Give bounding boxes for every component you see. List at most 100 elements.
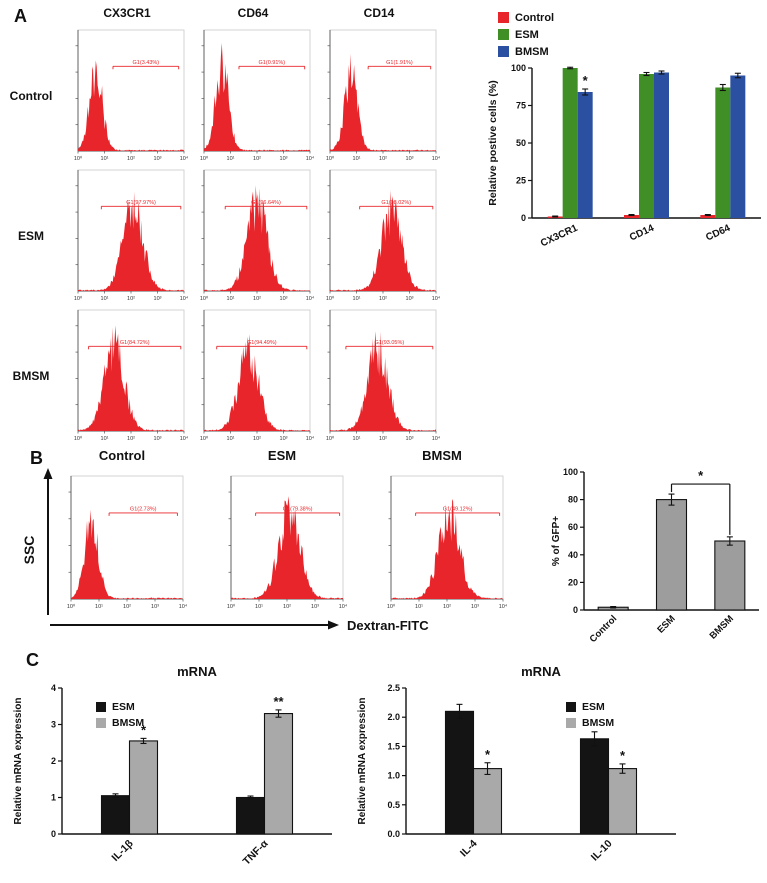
y-tick-label: 60 (568, 522, 578, 532)
gate-label: G1(98.02%) (381, 200, 411, 206)
legend-label: BMSM (112, 717, 144, 729)
x-tick-label: 10⁰ (74, 155, 83, 162)
significance-star: * (141, 722, 147, 737)
x-tick-label: 10³ (406, 156, 414, 162)
bar (128, 740, 159, 835)
flow-row-label: ESM (17, 229, 45, 243)
x-tick-label: 10² (123, 604, 131, 610)
x-tick-label: 10⁴ (180, 155, 189, 162)
flow-column-header: CD14 (363, 6, 395, 20)
x-tick-label: 10⁰ (326, 435, 335, 442)
panel-b-axes: SSC Dextran-FITC (21, 468, 429, 633)
flow-histogram (231, 496, 343, 599)
x-tick-label: 10³ (280, 296, 288, 302)
legend-swatch (566, 718, 576, 728)
y-tick-label: 1.5 (387, 741, 400, 751)
flow-plot: 10⁰ 10¹ 10² 10³ 10⁴ G1(98.02%) (326, 169, 441, 302)
x-tick-label: 10³ (154, 296, 162, 302)
gate-label: G1(94.49%) (247, 340, 277, 346)
panel-a-flow-grid: CX3CR1 CD64 CD14 Control 10⁰ 10¹ 10² 10³ 10⁴ G1(3… (0, 0, 480, 452)
y-tick-label: 4 (51, 683, 56, 693)
legend-label: BMSM (515, 46, 549, 58)
x-tick-label: 10¹ (101, 436, 109, 442)
x-category-label: ESM (655, 613, 677, 635)
flow-row-label: Control (9, 89, 53, 103)
x-tick-label: 10⁴ (432, 435, 441, 442)
significance-star: * (485, 747, 491, 762)
chart-title: mRNA (521, 664, 561, 679)
bar (655, 499, 688, 611)
flow-histogram (204, 185, 310, 291)
significance-star: * (620, 748, 626, 763)
y-tick-label: 100 (511, 63, 526, 73)
legend-swatch (96, 718, 106, 728)
legend-swatch (498, 46, 509, 57)
x-tick-label: 10² (253, 296, 261, 302)
flow-plot: 10⁰ 10¹ 10² 10³ 10⁴ G1(96.64%) (200, 169, 315, 302)
x-tick-label: 10⁰ (200, 295, 209, 302)
legend-label: Control (515, 12, 554, 24)
flow-plot: 10⁰ 10¹ 10² 10³ 10⁴ G1(1.91%) (326, 29, 441, 162)
x-tick-label: 10⁴ (339, 603, 348, 610)
x-tick-label: 10¹ (101, 156, 109, 162)
panel-b-flow-row: Control 10⁰ 10¹ 10² 10³ 10⁴ G1(2.73%) ESM 10⁰ 10¹… (0, 445, 545, 660)
bar (714, 540, 746, 611)
y-tick-label: 2.5 (387, 683, 400, 693)
x-tick-label: 10⁴ (180, 295, 189, 302)
gate-label: G1(2.73%) (130, 506, 157, 512)
x-tick-label: 10¹ (353, 156, 361, 162)
flow-plot-title: Control (98, 448, 146, 463)
bar (730, 75, 746, 218)
x-category-label: IL-10 (589, 838, 615, 864)
x-category-label: IL-1β (109, 837, 136, 864)
legend-label: ESM (515, 29, 539, 41)
bar (624, 215, 639, 218)
flow-plot: 10⁰ 10¹ 10² 10³ 10⁴ G1(93.05%) (326, 309, 441, 442)
y-tick-label: 1.0 (387, 771, 400, 781)
x-tick-label: 10⁰ (200, 155, 209, 162)
flow-histogram (330, 331, 436, 431)
gate-label: G1(96.64%) (251, 200, 281, 206)
x-tick-label: 10³ (311, 604, 319, 610)
x-tick-label: 10² (253, 436, 261, 442)
x-tick-label: 10⁰ (326, 295, 335, 302)
bar (235, 796, 266, 835)
x-tick-label: 10⁴ (306, 435, 315, 442)
y-tick-label: 0 (573, 605, 578, 615)
y-tick-label: 2 (51, 756, 56, 766)
x-tick-label: 10² (379, 296, 387, 302)
dextran-axis-label: Dextran-FITC (347, 618, 429, 633)
bar (700, 215, 716, 218)
x-tick-label: 10¹ (95, 604, 103, 610)
bar (607, 768, 638, 835)
bar (472, 768, 503, 835)
x-tick-label: 10¹ (353, 296, 361, 302)
x-tick-label: 10⁴ (432, 295, 441, 302)
panel-c-label: C (26, 650, 39, 670)
flow-column-header: CX3CR1 (103, 6, 151, 20)
y-tick-label: 0 (521, 213, 526, 223)
y-tick-label: 40 (568, 550, 578, 560)
x-tick-label: 10¹ (353, 436, 361, 442)
up-arrowhead-icon (43, 468, 53, 479)
y-tick-label: 25 (516, 176, 526, 186)
panel-b-bar-chart: 0 20 40 60 80 100 % of GFP+ Control ESM BMSM * (551, 467, 759, 645)
legend-label: ESM (582, 701, 605, 713)
y-tick-label: 2.0 (387, 712, 400, 722)
x-tick-label: 10¹ (227, 296, 235, 302)
x-tick-label: 10¹ (101, 296, 109, 302)
legend-label: BMSM (582, 717, 614, 729)
flow-plot: 10⁰ 10¹ 10² 10³ 10⁴ G1(2.73%) (67, 475, 188, 610)
y-axis-label: Relative mRNA expression (13, 698, 24, 825)
flow-plot-title: ESM (267, 448, 297, 463)
x-tick-label: 10² (127, 156, 135, 162)
bar (577, 92, 593, 218)
x-tick-label: 10⁰ (326, 155, 335, 162)
x-category-label: CD64 (704, 223, 732, 244)
flow-plot: 10⁰ 10¹ 10² 10³ 10⁴ G1(84.72%) (74, 309, 189, 442)
legend-swatch (566, 702, 576, 712)
y-tick-label: 50 (516, 138, 526, 148)
gate-label: G1(84.72%) (120, 340, 150, 346)
y-tick-label: 1 (51, 793, 56, 803)
x-category-label: CX3CR1 (539, 223, 580, 250)
